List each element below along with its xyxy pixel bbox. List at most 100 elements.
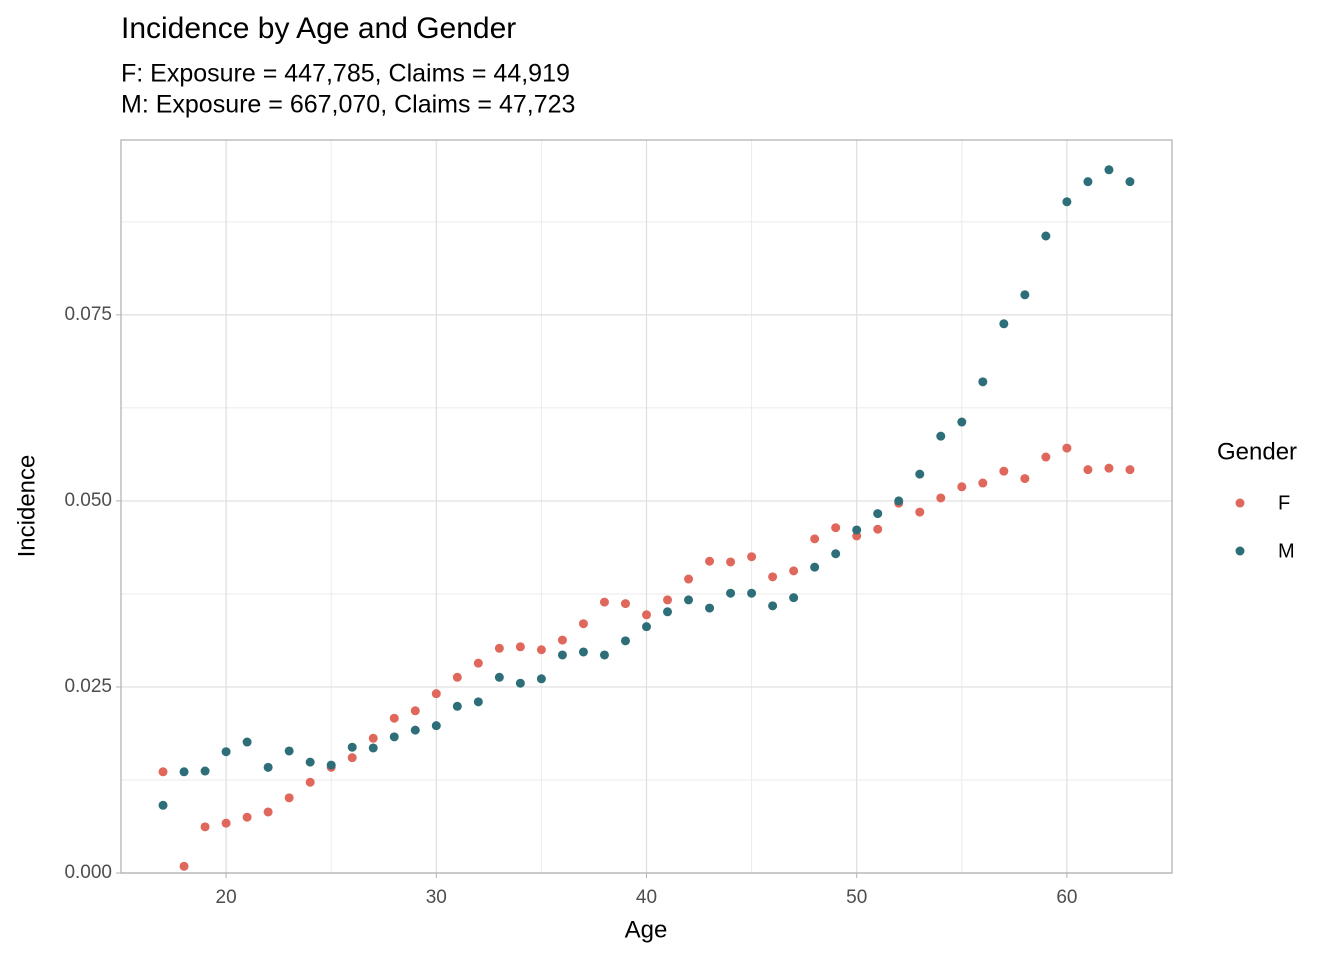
point — [368, 733, 378, 743]
point — [242, 812, 252, 822]
point — [957, 482, 967, 492]
point — [831, 523, 841, 533]
point — [873, 524, 883, 534]
point — [347, 753, 357, 763]
point — [768, 601, 778, 611]
point — [789, 593, 799, 603]
x-tick-label: 60 — [1056, 887, 1077, 908]
point — [642, 610, 651, 620]
point — [747, 588, 757, 598]
panel-border — [120, 139, 1173, 874]
point — [599, 650, 609, 660]
point — [536, 645, 546, 655]
chart-title: Incidence by Age and Gender — [121, 12, 516, 45]
point — [305, 777, 315, 787]
point — [726, 557, 736, 567]
point — [263, 807, 273, 817]
chart-subtitle: F: Exposure = 447,785, Claims = 44,919 — [121, 60, 570, 88]
point — [1125, 177, 1135, 187]
point — [578, 647, 588, 657]
point — [1083, 177, 1093, 187]
legend-marker — [1235, 546, 1245, 556]
point — [557, 635, 567, 645]
point — [747, 552, 757, 562]
legend-marker — [1235, 498, 1245, 508]
point — [515, 642, 525, 652]
x-tick-label: 20 — [216, 887, 237, 908]
point — [873, 509, 883, 519]
point — [179, 767, 189, 777]
point — [1083, 465, 1093, 475]
chart-subtitle: M: Exposure = 667,070, Claims = 47,723 — [121, 91, 575, 119]
point — [473, 697, 483, 707]
point — [1041, 452, 1051, 462]
point — [557, 650, 567, 660]
point — [936, 493, 946, 503]
point — [957, 417, 967, 427]
point — [494, 643, 504, 653]
legend-label: F — [1278, 492, 1290, 514]
point — [852, 525, 862, 535]
point — [347, 742, 357, 752]
point — [705, 603, 715, 613]
point — [1125, 465, 1135, 475]
x-tick-label: 50 — [846, 887, 867, 908]
point — [978, 478, 988, 488]
point — [368, 743, 378, 753]
x-axis-title: Age — [625, 916, 668, 943]
point — [810, 562, 820, 572]
point — [452, 701, 462, 711]
point — [1020, 474, 1030, 484]
point — [789, 566, 799, 576]
point — [179, 861, 189, 871]
point — [326, 760, 336, 770]
point — [663, 595, 673, 605]
point — [536, 674, 546, 684]
y-tick-label: 0.025 — [64, 676, 112, 697]
y-axis-title: Incidence — [13, 455, 40, 558]
point — [1020, 290, 1030, 300]
point — [263, 762, 273, 772]
point — [705, 556, 715, 566]
point — [221, 747, 231, 757]
point — [473, 658, 483, 668]
point — [620, 599, 630, 609]
point — [431, 689, 441, 699]
point — [684, 574, 694, 584]
point — [1104, 463, 1114, 473]
point — [515, 678, 525, 688]
point — [242, 737, 252, 747]
point — [431, 721, 441, 731]
point — [389, 732, 399, 742]
point — [936, 431, 946, 441]
point — [410, 706, 420, 716]
point — [494, 672, 504, 682]
y-tick-label: 0.075 — [64, 304, 112, 325]
point — [915, 507, 925, 517]
point — [158, 767, 168, 777]
point — [1041, 231, 1051, 241]
point — [599, 597, 609, 607]
point — [999, 466, 1009, 476]
x-tick-label: 40 — [636, 887, 657, 908]
point — [642, 622, 651, 632]
point — [726, 588, 736, 598]
point — [684, 595, 694, 605]
point — [894, 496, 904, 506]
point — [200, 766, 210, 776]
point — [768, 572, 778, 582]
point — [200, 822, 210, 832]
point — [1062, 197, 1072, 207]
point — [452, 672, 462, 682]
point — [389, 713, 399, 723]
point — [410, 725, 420, 735]
point — [221, 818, 231, 828]
point — [620, 636, 630, 646]
y-tick-label: 0.050 — [64, 490, 112, 511]
point — [831, 549, 841, 559]
legend-label: M — [1278, 540, 1295, 562]
point — [284, 793, 294, 803]
y-tick-label: 0.000 — [64, 862, 112, 883]
point — [915, 469, 925, 479]
